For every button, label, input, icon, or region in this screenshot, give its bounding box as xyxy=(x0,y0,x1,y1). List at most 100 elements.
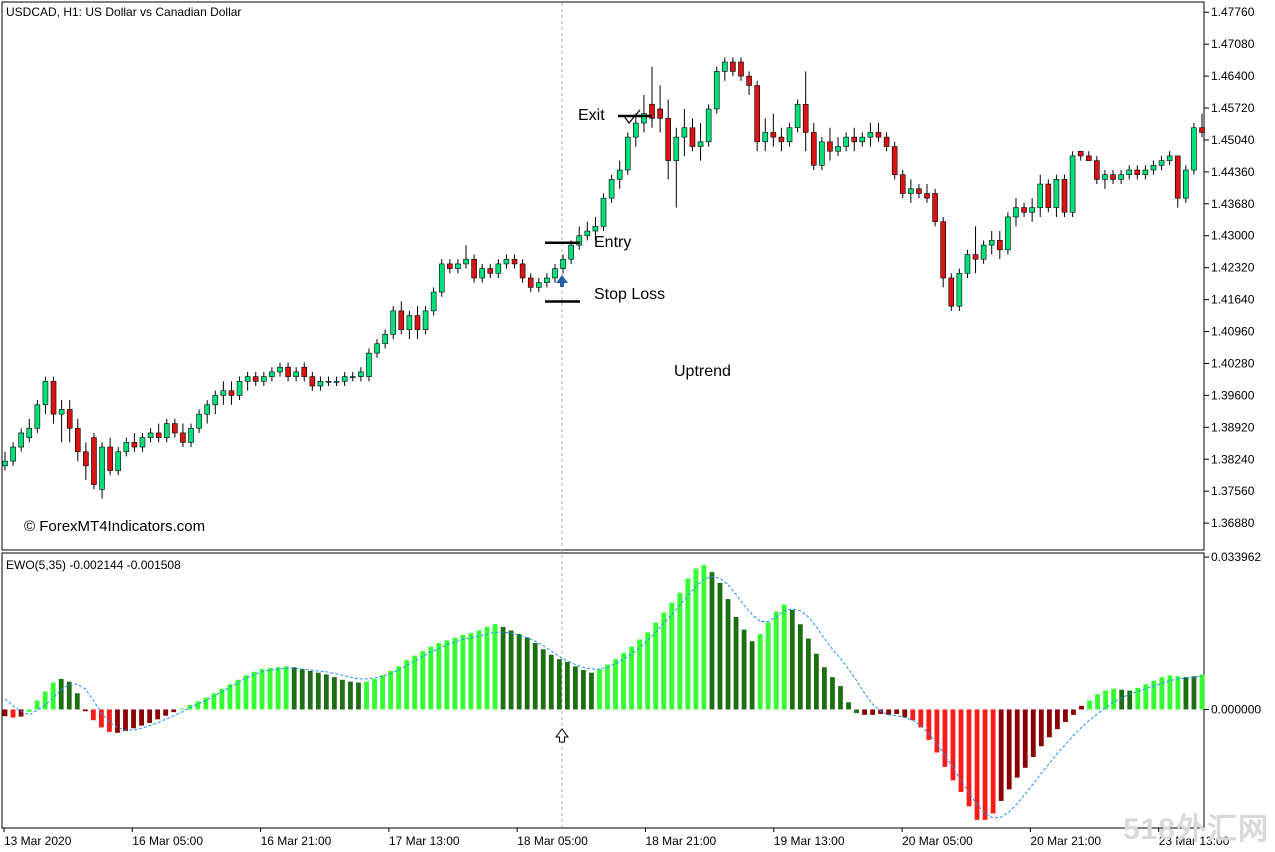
candle-body xyxy=(552,268,558,279)
candle-body xyxy=(1174,155,1181,199)
ewo-bar xyxy=(1030,709,1036,758)
candle-body xyxy=(1126,169,1133,175)
candle-body xyxy=(1158,160,1165,166)
price-tick-label: 1.37560 xyxy=(1211,484,1255,498)
ewo-bar xyxy=(934,709,940,753)
ewo-bar xyxy=(1006,709,1012,790)
candle xyxy=(1021,202,1027,217)
candle-body xyxy=(188,427,194,443)
candle xyxy=(34,400,41,433)
candle-body xyxy=(713,71,720,110)
candle xyxy=(657,85,663,133)
ewo-bar xyxy=(1079,705,1084,710)
ewo-bar xyxy=(1071,709,1076,715)
ewo-bar xyxy=(1159,677,1165,710)
price-tick-label: 1.47760 xyxy=(1211,5,1255,19)
candle-body xyxy=(527,277,534,288)
ewo-bar xyxy=(492,624,498,710)
candle-body xyxy=(42,381,49,406)
candle xyxy=(155,423,162,443)
ewo-bar xyxy=(444,640,450,710)
candle-body xyxy=(689,127,696,147)
candle-body xyxy=(430,291,437,312)
time-tick-label: 19 Mar 13:00 xyxy=(774,834,845,848)
ewo-bar xyxy=(323,674,329,710)
candle-body xyxy=(956,273,963,307)
time-tick-label: 18 Mar 21:00 xyxy=(646,834,717,848)
ewo-bar xyxy=(508,630,514,710)
candle-body xyxy=(1191,127,1197,171)
candle-body xyxy=(34,404,41,429)
candle xyxy=(867,123,874,147)
ewo-bar xyxy=(910,709,916,721)
ewo-bar xyxy=(749,641,755,710)
ewo-signal-line xyxy=(4,576,1203,819)
candle-body xyxy=(1029,207,1035,213)
candle-body xyxy=(155,432,162,438)
exit-label: Exit xyxy=(578,107,605,124)
candle-body xyxy=(422,310,429,330)
candle-body xyxy=(649,103,655,119)
trade-annotations: Exit Entry Stop Loss Uptrend xyxy=(545,107,731,743)
price-tick-label: 1.42320 xyxy=(1211,261,1255,275)
candle xyxy=(390,306,397,340)
candle xyxy=(891,141,898,180)
candle xyxy=(18,428,24,452)
price-tick-label: 1.44360 xyxy=(1211,165,1255,179)
candle xyxy=(600,193,607,232)
candle xyxy=(301,362,308,382)
ewo-bar xyxy=(661,612,667,710)
ewo-bar xyxy=(693,568,699,710)
candle-body xyxy=(131,442,138,448)
candle xyxy=(1069,151,1076,217)
ewo-bar xyxy=(725,599,731,710)
candle-body xyxy=(163,423,170,438)
ewo-bar xyxy=(548,654,554,710)
candle-body xyxy=(107,446,113,471)
candle-body xyxy=(358,371,364,377)
candle xyxy=(948,273,955,311)
candle xyxy=(624,132,631,175)
candle-body xyxy=(349,376,356,378)
ewo-bar xyxy=(476,630,482,710)
candle xyxy=(293,367,299,382)
candle-body xyxy=(810,132,817,166)
candle-body xyxy=(285,366,291,377)
candle xyxy=(406,310,413,340)
ewo-bar xyxy=(115,709,120,733)
candle-body xyxy=(746,75,752,86)
candle xyxy=(99,442,105,499)
candle-body xyxy=(883,136,890,147)
ewo-bar xyxy=(2,709,8,717)
ewo-bar xyxy=(621,652,626,710)
candle-body xyxy=(244,376,251,382)
candle-body xyxy=(1085,155,1092,161)
candle-body xyxy=(730,61,736,72)
candle xyxy=(131,432,138,452)
candle xyxy=(503,254,510,269)
ewo-bar xyxy=(838,686,843,710)
ewo-bar xyxy=(597,669,602,710)
ewo-bar xyxy=(1038,709,1044,747)
candle xyxy=(317,376,324,391)
candle xyxy=(956,268,963,311)
stop-loss-label: Stop Loss xyxy=(594,286,665,303)
ewo-bar xyxy=(1054,709,1060,730)
price-tick-label: 1.45040 xyxy=(1211,133,1255,147)
candle-body xyxy=(1134,169,1141,175)
time-tick-label: 20 Mar 21:00 xyxy=(1030,834,1101,848)
entry-label: Entry xyxy=(594,234,631,251)
candle xyxy=(988,231,995,255)
ewo-tick-label: 0.000000 xyxy=(1211,702,1261,716)
candle-body xyxy=(1199,127,1205,133)
candle-body xyxy=(835,146,841,152)
candle-body xyxy=(414,315,421,330)
candle-body xyxy=(948,277,955,307)
candle-body xyxy=(827,141,833,152)
ewo-bar xyxy=(669,602,675,710)
candle-body xyxy=(147,432,154,438)
candle-body xyxy=(916,188,922,194)
ewo-bar xyxy=(613,659,618,710)
candle xyxy=(341,371,348,386)
